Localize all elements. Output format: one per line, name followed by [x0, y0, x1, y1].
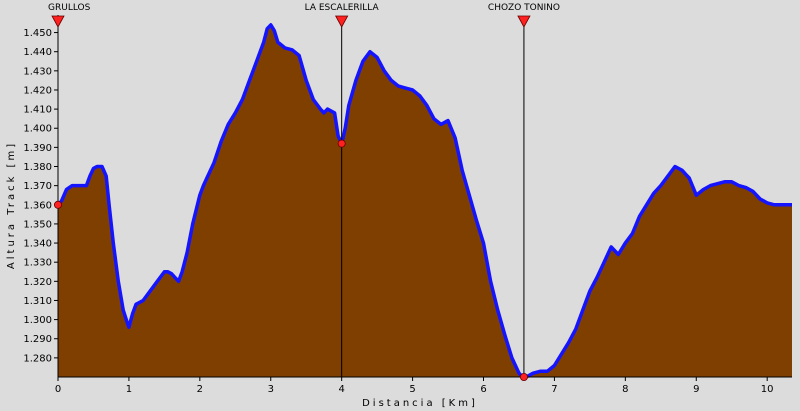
y-tick-label: 1.440 — [23, 47, 52, 58]
y-tick-label: 1.360 — [23, 200, 52, 211]
waypoint-marker — [337, 139, 346, 148]
y-axis-title: Altura Track [m] — [6, 141, 17, 269]
x-tick-label: 2 — [197, 384, 203, 395]
waypoint-label: GRULLOS — [48, 3, 91, 13]
elevation-line — [56, 23, 792, 379]
x-tick-label: 10 — [761, 384, 774, 395]
x-tick-label: 3 — [268, 384, 274, 395]
y-tick-label: 1.330 — [23, 258, 52, 269]
y-tick-label: 1.390 — [23, 143, 52, 154]
y-tick-label: 1.350 — [23, 219, 52, 230]
waypoint-marker — [519, 372, 528, 381]
x-tick-label: 0 — [55, 384, 61, 395]
y-tick-label: 1.300 — [23, 315, 52, 326]
y-tick-label: 1.380 — [23, 162, 52, 173]
x-axis-title: Distancia [Km] — [362, 398, 478, 409]
waypoint-flag — [334, 15, 349, 28]
x-tick-label: 6 — [480, 384, 486, 395]
y-tick-label: 1.430 — [23, 66, 52, 77]
x-tick-label: 4 — [338, 384, 344, 395]
x-tick-label: 8 — [622, 384, 628, 395]
elevation-area — [58, 24, 792, 378]
waypoint-flag — [51, 15, 65, 28]
y-tick-label: 1.370 — [23, 181, 52, 192]
waypoint-flag — [517, 15, 531, 28]
y-tick-label: 1.340 — [23, 239, 52, 250]
waypoint-marker — [54, 200, 63, 209]
y-tick-label: 1.400 — [23, 124, 52, 135]
waypoint-label: CHOZO TONINO — [488, 3, 560, 13]
y-tick-label: 1.290 — [23, 334, 52, 345]
y-tick-label: 1.310 — [23, 296, 52, 307]
x-tick-label: 9 — [693, 384, 699, 395]
y-tick-label: 1.320 — [23, 277, 52, 288]
x-tick-label: 5 — [409, 384, 415, 395]
y-tick-label: 1.450 — [23, 28, 52, 39]
y-tick-label: 1.280 — [23, 353, 52, 364]
y-tick-label: 1.420 — [23, 85, 52, 96]
x-tick-label: 7 — [551, 384, 557, 395]
waypoint-label: LA ESCALERILLA — [305, 3, 380, 13]
x-tick-label: 1 — [126, 384, 132, 395]
y-tick-label: 1.410 — [23, 105, 52, 116]
